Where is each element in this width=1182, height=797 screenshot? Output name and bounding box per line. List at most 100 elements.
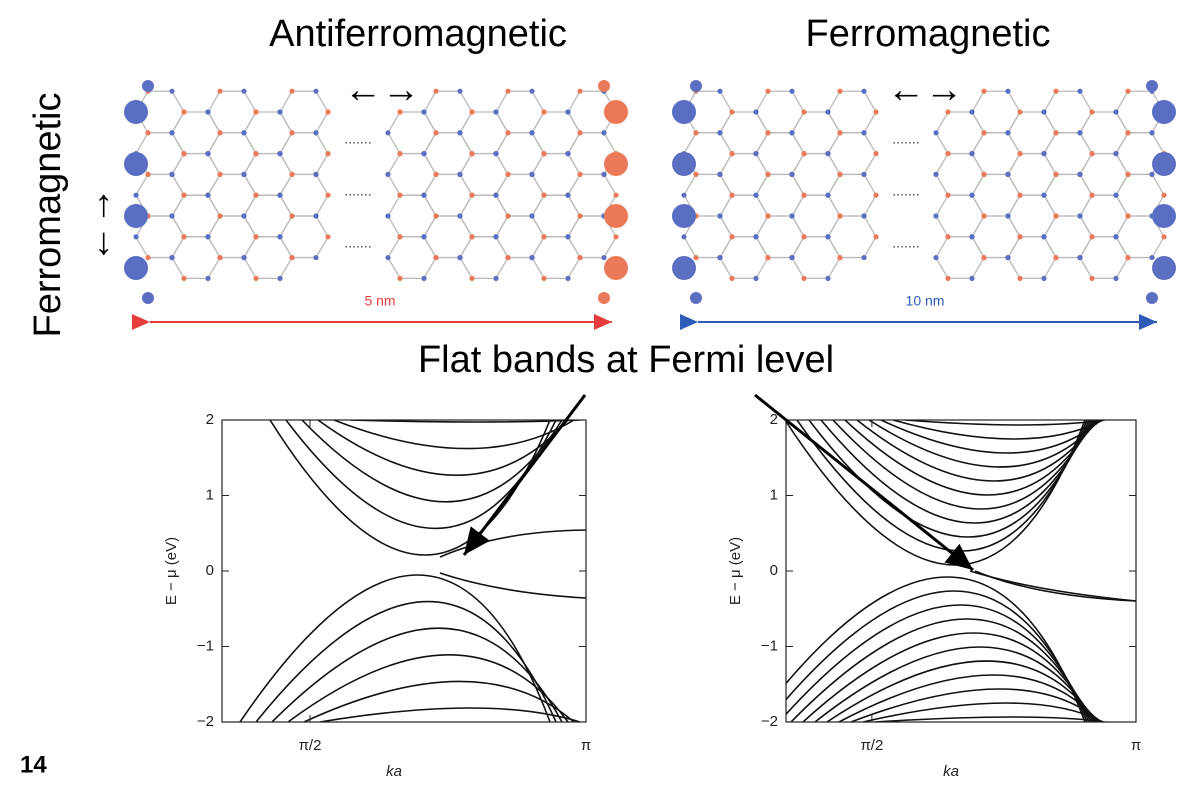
atom — [729, 151, 735, 157]
hexagon — [495, 215, 545, 259]
atom — [253, 275, 259, 281]
hexagon — [387, 194, 437, 238]
hexagon — [1043, 90, 1093, 134]
hexagon — [495, 90, 545, 134]
hexagon — [1007, 236, 1057, 280]
atom — [289, 254, 295, 261]
atom — [565, 275, 571, 281]
atom — [433, 171, 439, 178]
edge-moment — [124, 204, 148, 228]
atom — [1077, 130, 1083, 136]
band — [366, 420, 586, 421]
atom — [933, 130, 939, 136]
atom — [1041, 275, 1047, 281]
atom — [541, 192, 547, 198]
atom — [181, 234, 187, 240]
edge-moment — [124, 256, 148, 280]
atom — [1005, 213, 1011, 219]
edge-moment — [598, 80, 610, 92]
atom — [205, 151, 211, 157]
atom — [613, 192, 619, 198]
hexagon — [279, 90, 329, 134]
atom — [825, 192, 831, 198]
band — [790, 618, 1092, 722]
atom — [1125, 171, 1131, 178]
atom — [313, 254, 319, 261]
atom — [933, 213, 939, 219]
atom — [433, 213, 439, 219]
atom — [505, 213, 511, 219]
atom — [945, 151, 951, 157]
hexagon — [1043, 173, 1093, 217]
hexagon — [1079, 194, 1129, 238]
atom — [729, 109, 735, 115]
atom — [765, 171, 771, 178]
band — [868, 420, 1100, 468]
atom — [1005, 130, 1011, 136]
hexagon — [1043, 132, 1093, 176]
atom — [1053, 88, 1059, 94]
hexagon — [755, 215, 805, 259]
atom — [933, 171, 939, 177]
atom — [493, 192, 499, 198]
hexagon — [495, 173, 545, 217]
ellipsis: ....... — [892, 131, 919, 147]
scale-label: 5 nm — [364, 293, 395, 309]
hexagon — [279, 215, 329, 259]
atom — [789, 255, 795, 261]
atom — [289, 130, 295, 136]
hexagon — [827, 90, 877, 134]
atom — [861, 213, 867, 219]
hexagon — [279, 173, 329, 217]
atom — [397, 234, 403, 240]
label-right: Ferromagnetic — [806, 13, 1051, 55]
hexagon — [531, 194, 581, 238]
atom — [1017, 275, 1023, 281]
atom — [565, 109, 571, 115]
atom — [325, 151, 331, 157]
band — [301, 420, 563, 503]
hexagon — [791, 152, 841, 196]
atom — [717, 213, 723, 219]
edge-moment — [142, 80, 154, 92]
atom — [861, 171, 867, 178]
atom — [313, 88, 319, 94]
atom — [313, 130, 319, 136]
atom — [981, 213, 987, 219]
atom — [565, 234, 571, 240]
edge-moment — [672, 100, 696, 124]
annotation-arrow — [462, 394, 587, 556]
atom — [789, 130, 795, 136]
hexagon — [1079, 152, 1129, 196]
atom — [825, 109, 831, 115]
flat-band — [439, 529, 587, 558]
y-tick-label: 1 — [770, 486, 778, 503]
atom — [1113, 109, 1119, 115]
atom — [169, 255, 175, 261]
atom — [1113, 234, 1119, 240]
x-axis-label: ka — [386, 763, 402, 780]
atom — [969, 151, 975, 157]
atom — [313, 213, 319, 219]
hexagon — [1007, 111, 1057, 155]
atom — [385, 130, 391, 136]
atom — [577, 254, 583, 261]
hexagon — [171, 236, 221, 280]
band — [239, 574, 551, 722]
atom — [945, 234, 951, 240]
band — [820, 420, 1092, 524]
atom — [717, 130, 723, 136]
hexagon — [935, 111, 985, 155]
atom — [541, 151, 547, 157]
atom — [1017, 234, 1023, 240]
atom — [1113, 192, 1119, 198]
band — [786, 576, 1086, 722]
atom — [541, 275, 547, 281]
atom — [837, 88, 843, 94]
atom — [277, 275, 283, 281]
band — [838, 674, 1100, 722]
atom — [277, 109, 283, 115]
band — [880, 420, 1102, 454]
band — [887, 721, 1107, 722]
